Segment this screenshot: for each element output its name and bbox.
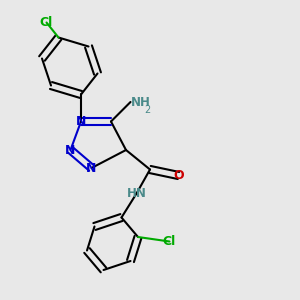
- Text: O: O: [173, 169, 184, 182]
- Text: N: N: [65, 143, 76, 157]
- Text: Cl: Cl: [40, 16, 53, 29]
- Text: N: N: [86, 161, 97, 175]
- Text: HN: HN: [127, 187, 146, 200]
- Text: 2: 2: [144, 105, 150, 115]
- Text: NH: NH: [130, 95, 150, 109]
- Text: Cl: Cl: [163, 235, 176, 248]
- Text: N: N: [76, 115, 86, 128]
